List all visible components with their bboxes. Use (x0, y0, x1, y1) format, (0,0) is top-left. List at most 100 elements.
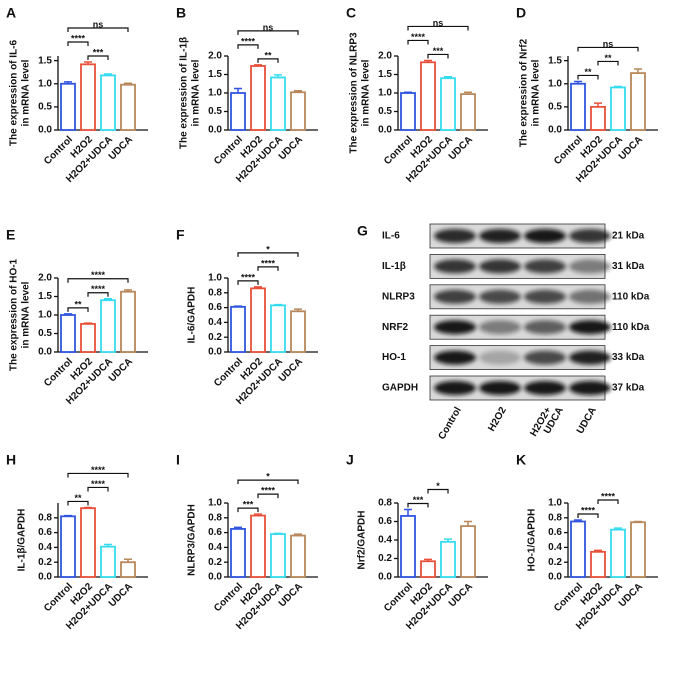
bar (80, 63, 96, 131)
y-tick-label: 0.0 (378, 125, 392, 136)
band-size: 31 kDa (612, 261, 645, 272)
significance-label: ** (74, 299, 82, 309)
error-bar (254, 64, 262, 66)
y-tick-label: 0.5 (378, 106, 392, 117)
panel-letter: E (6, 227, 15, 243)
significance-bracket (257, 266, 279, 271)
significance-bracket (257, 493, 279, 499)
error-bar (274, 303, 282, 306)
band-label: IL-6 (382, 231, 400, 242)
y-tick-label: 0.0 (38, 125, 52, 136)
error-bar (634, 68, 642, 74)
y-axis-label: in mRNA level (21, 281, 32, 348)
significance-bracket (67, 27, 129, 33)
band-size: 33 kDa (612, 352, 645, 363)
significance-bracket (257, 58, 279, 63)
significance-bracket (87, 292, 109, 297)
band-size: 110 kDa (612, 291, 650, 302)
y-tick-label: 0.8 (208, 512, 222, 523)
error-bar (84, 322, 92, 324)
significance-bracket (67, 41, 89, 47)
bar (230, 92, 246, 131)
y-axis-label: The expression of IL-6 (9, 39, 20, 146)
significance-label: ** (604, 53, 612, 63)
significance-bracket (597, 60, 619, 66)
y-tick-label: 0.5 (548, 102, 562, 113)
significance-label: **** (241, 272, 256, 282)
blot-band (524, 259, 566, 274)
bar (250, 514, 266, 578)
significance-bracket (407, 25, 469, 31)
y-tick-label: 2.0 (208, 51, 222, 62)
error-bar (444, 538, 452, 542)
significance-bracket (67, 500, 89, 506)
panel-letter: B (176, 5, 186, 21)
significance-label: **** (261, 258, 276, 268)
bar (590, 105, 606, 131)
panel-letter: G (357, 223, 368, 239)
panel-letter: H (6, 452, 16, 468)
lane-label: H2O2 (486, 405, 509, 434)
band-size: 21 kDa (612, 231, 645, 242)
y-tick-label: 0.8 (378, 498, 392, 509)
bar (610, 86, 626, 131)
blot-band (434, 350, 476, 365)
panel-letter: J (346, 452, 354, 468)
error-bar (104, 73, 112, 76)
blot-band (479, 320, 521, 335)
bar (120, 83, 136, 131)
y-tick-label: 0.6 (208, 527, 222, 538)
bar (120, 561, 136, 578)
y-tick-label: 1.0 (548, 498, 562, 509)
significance-label: **** (91, 284, 106, 294)
blot-band (569, 320, 611, 335)
bar (80, 322, 96, 353)
significance-label: **** (601, 491, 616, 501)
blot-band (569, 289, 611, 304)
significance-bracket (237, 479, 299, 485)
significance-label: *** (413, 495, 424, 505)
y-axis-label: in mRNA level (361, 59, 372, 126)
y-axis-label: The expression of Nrf2 (519, 38, 530, 147)
bar (610, 528, 626, 578)
error-bar (124, 558, 132, 563)
significance-label: **** (91, 270, 106, 280)
significance-bracket (427, 53, 449, 59)
y-tick-label: 1.0 (38, 78, 52, 89)
y-tick-label: 0.0 (208, 347, 222, 358)
y-tick-label: 0.2 (208, 332, 222, 343)
y-axis-label: The expression of IL-1β (179, 37, 190, 149)
blot-band (524, 289, 566, 304)
y-tick-label: 1.0 (548, 78, 562, 89)
significance-label: *** (93, 47, 104, 57)
band-label: GAPDH (382, 383, 418, 394)
error-bar (234, 87, 242, 93)
bar (570, 82, 586, 131)
error-bar (634, 520, 642, 523)
blot-band (479, 289, 521, 304)
y-axis-label: IL-1β/GAPDH (17, 509, 28, 572)
significance-bracket (577, 46, 639, 52)
y-axis-label: The expression of NLRP3 (349, 32, 360, 154)
y-tick-label: 1.0 (38, 310, 52, 321)
blot-band (524, 320, 566, 335)
band-label: NRF2 (382, 322, 409, 333)
error-bar (294, 90, 302, 93)
error-bar (404, 508, 412, 516)
bar (400, 92, 416, 131)
y-tick-label: 1.5 (208, 69, 222, 80)
significance-bracket (577, 74, 599, 80)
error-bar (294, 308, 302, 312)
error-bar (614, 527, 622, 530)
significance-bracket (407, 502, 429, 508)
error-bar (64, 514, 72, 517)
significance-label: **** (581, 505, 596, 515)
significance-bracket (67, 472, 129, 478)
blot-band (569, 381, 611, 395)
error-bar (84, 61, 92, 65)
y-tick-label: 0.4 (208, 317, 222, 328)
y-tick-label: 0.6 (38, 527, 52, 538)
y-tick-label: 0.6 (548, 527, 562, 538)
significance-label: ns (603, 39, 614, 49)
